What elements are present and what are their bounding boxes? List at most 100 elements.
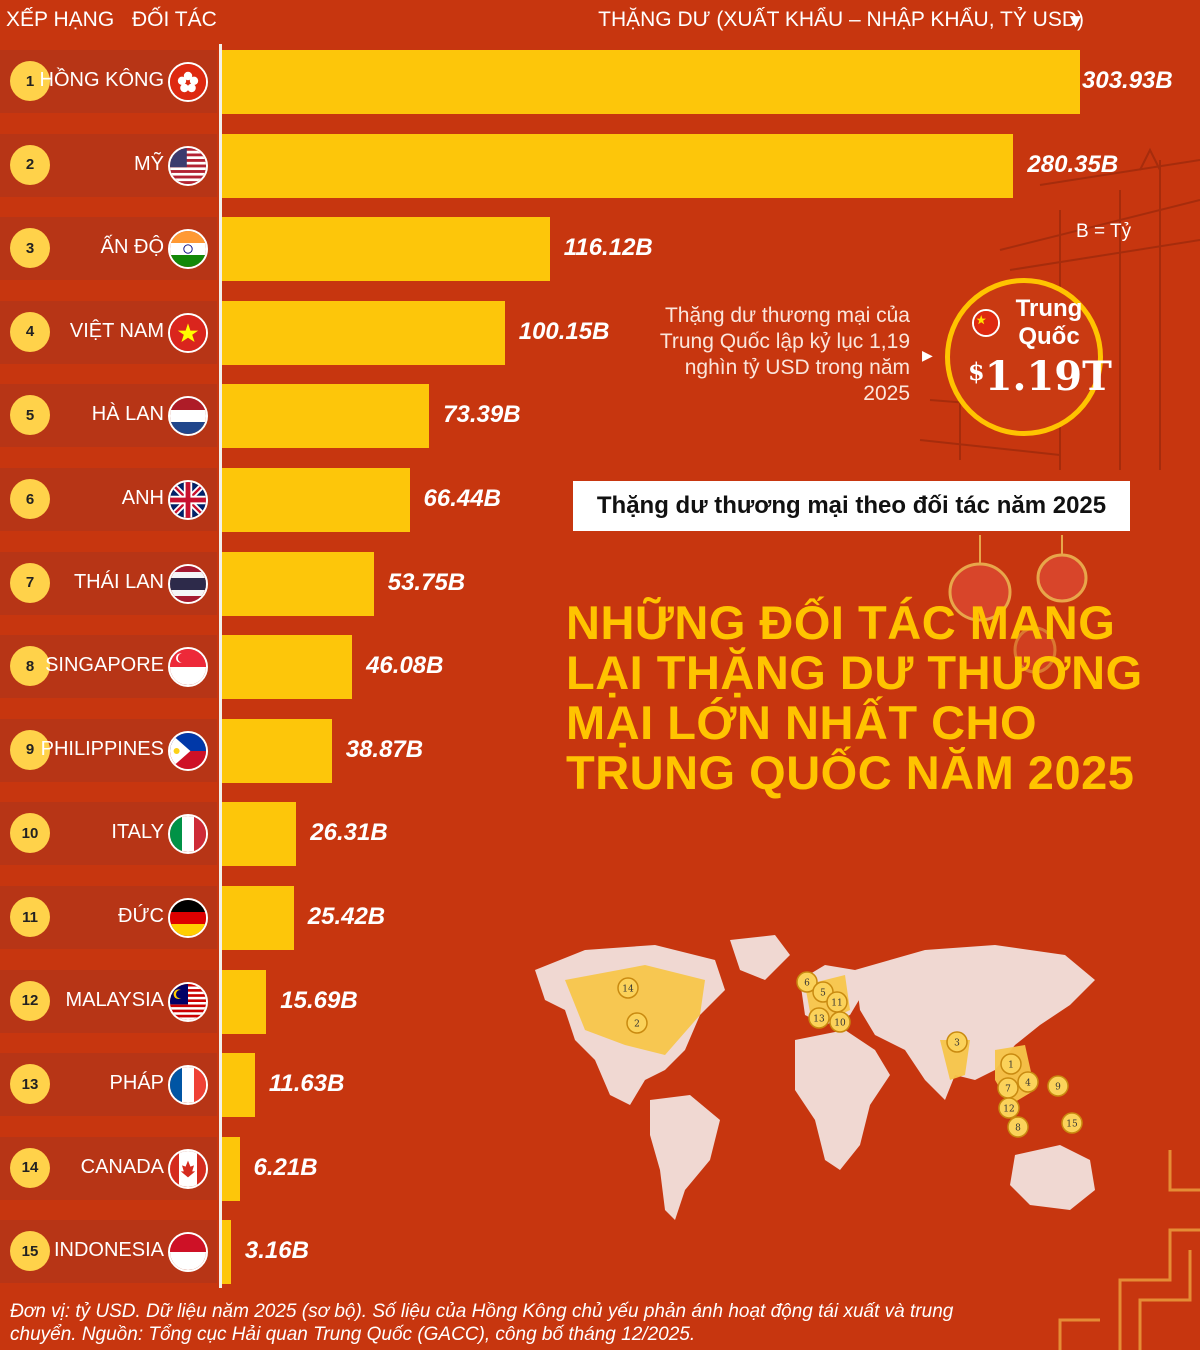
value-label: 38.87B xyxy=(345,735,424,763)
row-label: 10 ITALY xyxy=(0,802,217,866)
map-marker[interactable]: 12 xyxy=(998,1097,1020,1119)
map-marker-label: 8 xyxy=(1015,1124,1021,1134)
rank-badge: 7 xyxy=(10,562,50,603)
sort-descending-icon[interactable]: ▼ xyxy=(1066,11,1085,32)
country-name: SINGAPORE xyxy=(45,654,164,677)
country-name: MỸ xyxy=(134,152,164,175)
country-name: ĐỨC xyxy=(118,905,164,927)
bar[interactable] xyxy=(222,551,374,616)
map-marker[interactable]: 10 xyxy=(829,1011,851,1033)
value-label: 53.75B xyxy=(387,568,466,596)
rank-badge: 6 xyxy=(10,479,50,519)
india-flag-icon xyxy=(168,229,208,270)
country-name: ITALY xyxy=(111,821,164,844)
bar[interactable] xyxy=(222,384,430,449)
bar[interactable] xyxy=(222,300,505,365)
bar[interactable] xyxy=(222,635,353,700)
philippines-flag-icon xyxy=(168,730,208,771)
map-marker[interactable]: 2 xyxy=(626,1012,648,1034)
rank-column-header: XẾP HẠNG xyxy=(6,8,115,31)
country-name: ẤN ĐỘ xyxy=(100,236,164,259)
france-flag-icon xyxy=(168,1065,208,1106)
map-marker[interactable]: 9 xyxy=(1047,1075,1069,1097)
singapore-flag-icon xyxy=(168,647,208,688)
bar[interactable] xyxy=(222,969,267,1034)
value-label: 15.69B xyxy=(280,986,358,1014)
map-marker[interactable]: 13 xyxy=(808,1007,830,1029)
map-marker[interactable]: 4 xyxy=(1017,1071,1039,1093)
row-label: 12 MALAYSIA xyxy=(0,969,217,1033)
bar[interactable] xyxy=(222,1053,255,1118)
usa-flag-icon xyxy=(168,145,208,186)
value-label: 100.15B xyxy=(518,317,610,345)
row-label: 15 INDONESIA xyxy=(0,1220,217,1284)
row-label: 9 PHILIPPINES xyxy=(0,718,217,782)
bar[interactable] xyxy=(222,718,332,783)
country-name: MALAYSIA xyxy=(65,988,164,1011)
bar[interactable] xyxy=(222,802,297,867)
rank-badge: 14 xyxy=(10,1147,50,1188)
partner-column-header: ĐỐI TÁC xyxy=(132,8,217,31)
map-marker[interactable]: 6 xyxy=(796,971,818,993)
chart-subtitle: Thặng dư thương mại theo đối tác năm 202… xyxy=(573,481,1130,531)
rank-badge: 1 xyxy=(10,61,50,101)
uk-flag-icon xyxy=(168,480,208,520)
row-label: 11 ĐỨC xyxy=(0,886,217,949)
value-column-header: THẶNG DƯ (XUẤT KHẨU – NHẬP KHẨU, TỶ USD) xyxy=(598,8,1084,31)
germany-flag-icon xyxy=(168,898,208,938)
rank-badge: 15 xyxy=(10,1231,50,1272)
map-marker-label: 15 xyxy=(1066,1120,1078,1130)
map-marker[interactable]: 8 xyxy=(1007,1116,1029,1138)
row-label: 13 PHÁP xyxy=(0,1053,217,1117)
bar[interactable] xyxy=(222,133,1014,198)
value-label: 280.35B xyxy=(1027,150,1119,178)
map-marker-label: 3 xyxy=(954,1039,960,1049)
map-marker-label: 2 xyxy=(634,1020,640,1030)
row-label: 4 VIỆT NAM xyxy=(0,300,217,364)
rank-badge: 2 xyxy=(10,144,50,185)
world-map: 14 2 65 11 13 10 3 1 7 4 9 128 15 xyxy=(535,935,1095,1220)
indonesia-flag-icon xyxy=(168,1232,208,1273)
country-name: PHÁP xyxy=(109,1072,164,1095)
bar[interactable] xyxy=(222,217,550,282)
bar[interactable] xyxy=(222,886,294,950)
bar[interactable] xyxy=(222,468,410,532)
china-label: Trung Quốc xyxy=(1015,295,1083,350)
bar[interactable] xyxy=(222,50,1080,114)
country-name: THÁI LAN xyxy=(73,570,164,593)
value-label: 11.63B xyxy=(268,1070,345,1098)
row-label: 5 HÀ LAN xyxy=(0,384,217,448)
rank-badge: 10 xyxy=(10,813,50,854)
row-label: 6 ANH xyxy=(0,468,217,531)
country-name: VIỆT NAM xyxy=(69,319,164,342)
hong-kong-flag-icon xyxy=(168,62,208,102)
value-label: 3.16B xyxy=(244,1237,309,1265)
row-label: 14 CANADA xyxy=(0,1136,217,1200)
unit-note: B = Tỷ xyxy=(1076,221,1132,242)
map-marker[interactable]: 1 xyxy=(1000,1053,1022,1075)
rank-badge: 13 xyxy=(10,1064,50,1105)
map-marker[interactable]: 7 xyxy=(997,1077,1019,1099)
map-marker-label: 7 xyxy=(1005,1085,1011,1095)
map-marker-label: 10 xyxy=(834,1019,846,1029)
bar[interactable] xyxy=(222,1220,231,1285)
map-marker[interactable]: 3 xyxy=(946,1031,968,1053)
footnote: Đơn vị: tỷ USD. Dữ liệu năm 2025 (sơ bộ)… xyxy=(10,1301,954,1345)
rank-badge: 12 xyxy=(10,980,50,1021)
italy-flag-icon xyxy=(168,814,208,855)
total-surplus-badge: Trung Quốc $1.19T xyxy=(945,278,1112,436)
map-marker[interactable]: 15 xyxy=(1061,1112,1083,1134)
map-marker[interactable]: 11 xyxy=(826,991,848,1013)
value-label: 26.31B xyxy=(310,819,388,847)
map-marker[interactable]: 14 xyxy=(617,977,639,999)
axis-line xyxy=(219,44,222,1288)
bar[interactable] xyxy=(222,1136,240,1201)
country-name: INDONESIA xyxy=(53,1239,164,1262)
rank-badge: 4 xyxy=(10,311,50,352)
row-label: 8 SINGAPORE xyxy=(0,635,217,699)
total-surplus-value: $1.19T xyxy=(968,353,1112,400)
south-america-shape xyxy=(650,1095,720,1220)
value-label: 303.93B xyxy=(1082,67,1173,94)
canada-flag-icon xyxy=(168,1148,208,1189)
